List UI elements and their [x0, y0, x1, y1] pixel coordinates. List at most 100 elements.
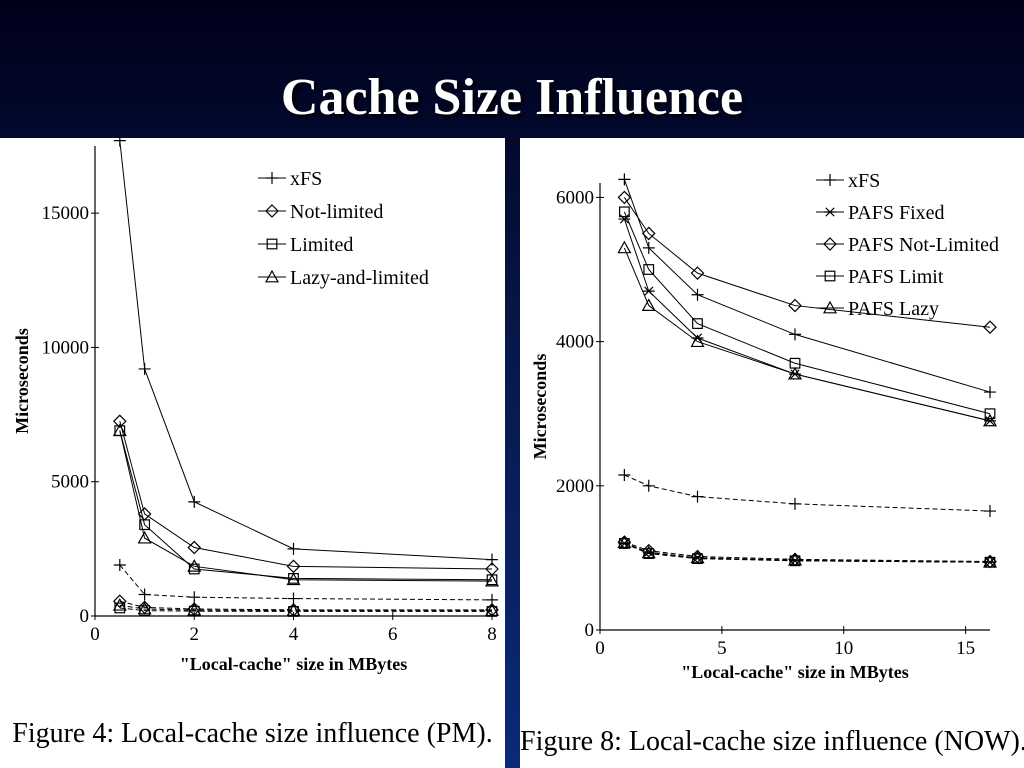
- data-point: [642, 241, 655, 254]
- data-point: [112, 594, 127, 609]
- y-axis-label: Microseconds: [530, 354, 550, 460]
- legend-entry: xFS: [258, 168, 322, 190]
- series-line: [624, 474, 991, 512]
- data-point: [112, 414, 127, 429]
- data-point: [789, 328, 801, 341]
- data-point: [188, 495, 201, 508]
- data-point: [112, 423, 127, 437]
- series-3: [618, 206, 996, 420]
- data-point: [188, 605, 200, 617]
- data-point: [286, 572, 301, 586]
- legend-label: PAFS Limit: [848, 266, 944, 288]
- y-tick-label: 0: [80, 606, 90, 627]
- data-point: [287, 542, 300, 555]
- series-line: [624, 543, 991, 563]
- slide-title: Cache Size Influence: [280, 69, 744, 126]
- x-tick-label: 4: [289, 624, 299, 645]
- series-7: [617, 535, 997, 569]
- data-point: [137, 530, 152, 544]
- x-tick-label: 5: [717, 638, 727, 659]
- series-5: [618, 468, 996, 518]
- legend-marker: [266, 172, 278, 184]
- legend-marker: [266, 238, 278, 250]
- x-tick-label: 10: [834, 638, 853, 659]
- data-point: [643, 548, 655, 559]
- data-point: [982, 554, 998, 568]
- x-tick-label: 8: [487, 624, 497, 645]
- legend-marker: [824, 174, 836, 186]
- series-6: [114, 602, 498, 617]
- series-9: [617, 535, 998, 568]
- x-tick-label: 2: [190, 624, 200, 645]
- series-1: [112, 414, 499, 576]
- figure-4-chart: 0 5000 10000 15000 0 2 4 6 8 "Local-cache" size i…: [12, 138, 500, 674]
- data-point: [983, 320, 997, 335]
- legend-marker: [265, 204, 279, 218]
- data-point: [187, 540, 202, 555]
- series-6: [618, 538, 996, 567]
- legend-marker: [824, 207, 836, 217]
- legend-entry: Limited: [258, 234, 353, 256]
- legend-label: PAFS Lazy: [848, 298, 939, 320]
- data-point: [641, 545, 656, 559]
- data-point: [618, 538, 630, 549]
- x-axis-label: "Local-cache" size in MBytes: [180, 654, 407, 674]
- series-line: [624, 542, 991, 563]
- legend-entry: PAFS Not-Limited: [816, 234, 999, 256]
- data-point: [984, 408, 996, 420]
- y-tick-label: 10000: [42, 337, 90, 358]
- data-point: [618, 173, 631, 186]
- data-point: [984, 505, 996, 518]
- legend-label: Limited: [290, 234, 353, 256]
- x-axis-label: "Local-cache" size in MBytes: [681, 662, 908, 682]
- x-tick-label: 6: [388, 624, 398, 645]
- data-point: [137, 601, 152, 615]
- data-point: [113, 138, 126, 147]
- data-point: [789, 497, 801, 510]
- data-point: [690, 266, 705, 280]
- x-tick-label: 0: [90, 624, 100, 645]
- y-tick-label: 6000: [556, 187, 594, 208]
- data-point: [138, 362, 151, 375]
- data-point: [691, 490, 704, 503]
- legend-marker: [822, 300, 838, 314]
- x-tick-label: 0: [595, 638, 605, 659]
- series-0: [618, 173, 996, 399]
- data-point: [641, 298, 656, 311]
- data-point: [618, 468, 631, 481]
- series-line: [119, 564, 493, 601]
- legend-entry: PAFS Fixed: [816, 202, 945, 224]
- data-point: [787, 366, 803, 380]
- series-2: [617, 190, 997, 335]
- series-line: [623, 197, 991, 328]
- data-point: [187, 602, 202, 616]
- series-line: [623, 211, 991, 415]
- series-line: [623, 247, 991, 422]
- y-tick-label: 2000: [556, 476, 594, 497]
- figure-8-panel: 0 2000 4000 6000 0 5 10 15 "Local-cache" size in…: [520, 138, 1024, 768]
- data-point: [642, 479, 655, 492]
- legend-label: Lazy-and-limited: [290, 267, 429, 289]
- y-tick-label: 4000: [556, 332, 594, 353]
- legend-label: PAFS Fixed: [848, 202, 945, 224]
- legend-marker: [823, 237, 837, 251]
- series-line: [119, 600, 492, 611]
- legend-entry: xFS: [816, 170, 880, 192]
- data-point: [690, 334, 705, 348]
- series-4: [113, 558, 498, 606]
- series-4: [617, 240, 998, 427]
- data-point: [113, 558, 126, 571]
- data-point: [484, 603, 500, 617]
- figure-8-caption: Figure 8: Local-cache size influence (NO…: [520, 726, 1024, 757]
- data-point: [641, 226, 656, 241]
- legend-label: xFS: [848, 170, 880, 192]
- series-line: [624, 541, 991, 563]
- data-point: [690, 550, 705, 564]
- data-point: [112, 598, 127, 611]
- data-point: [982, 413, 998, 427]
- data-point: [486, 606, 498, 617]
- data-point: [617, 240, 632, 254]
- legend-label: xFS: [290, 168, 322, 190]
- data-point: [789, 555, 801, 567]
- data-point: [691, 288, 704, 301]
